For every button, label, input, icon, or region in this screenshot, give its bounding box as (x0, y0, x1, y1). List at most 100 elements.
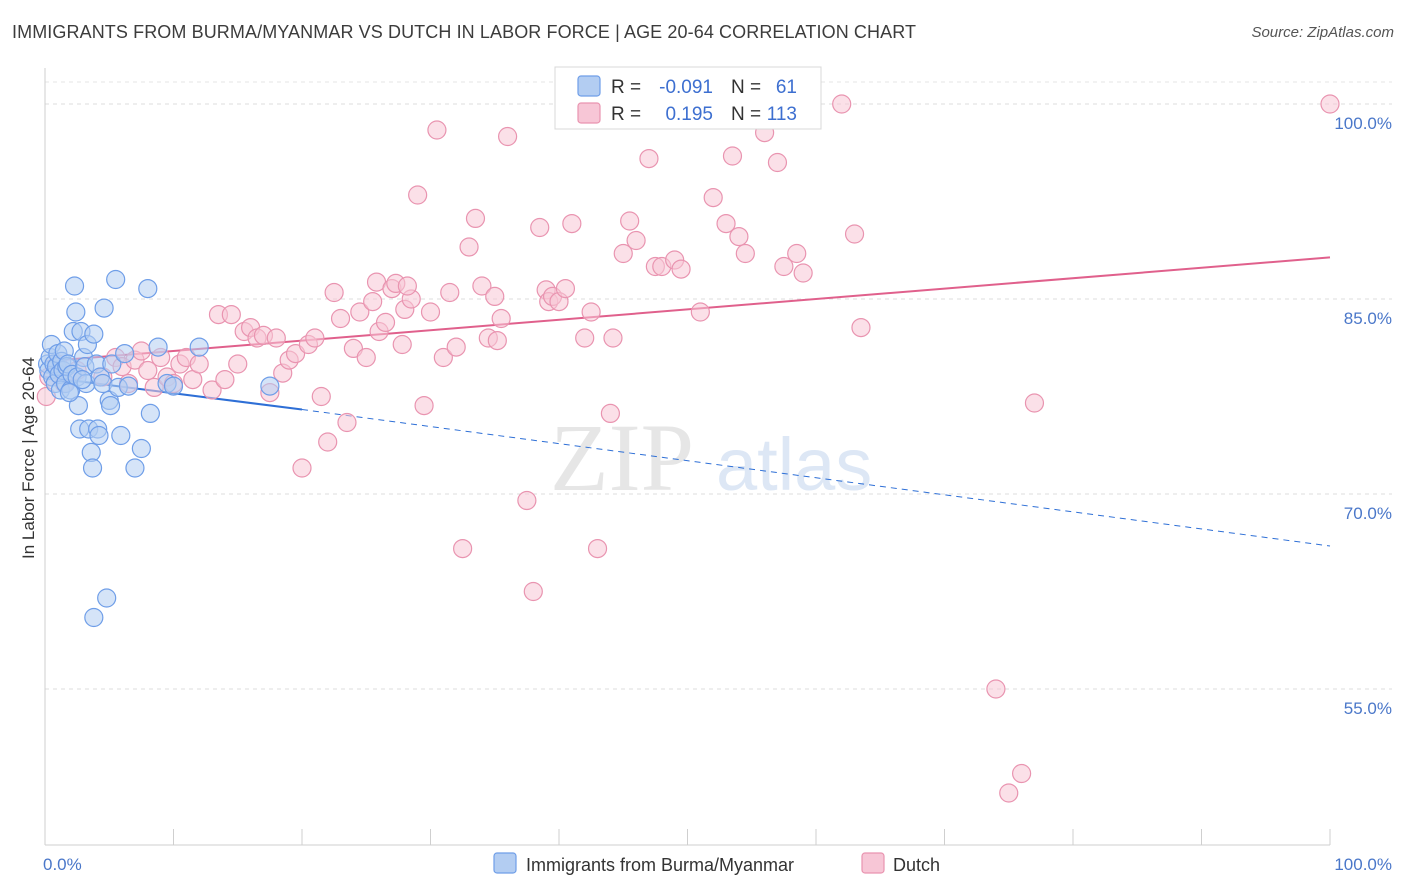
point-dutch (690, 302, 710, 322)
point-dutch (221, 305, 241, 325)
point-dutch (1320, 94, 1340, 114)
point-burma (102, 354, 122, 374)
point-dutch (427, 120, 447, 140)
point-dutch (375, 312, 396, 332)
point-burma (260, 376, 280, 396)
point-dutch (215, 370, 235, 390)
stats-n-value: 61 (776, 77, 797, 98)
stats-r-label: R = (611, 77, 641, 98)
point-burma (189, 337, 209, 357)
point-dutch (729, 227, 749, 247)
point-dutch (603, 328, 623, 348)
point-dutch (626, 230, 646, 251)
x-tick-label: 0.0% (43, 855, 82, 874)
point-burma (84, 324, 104, 344)
y-tick-label: 55.0% (1344, 699, 1392, 718)
bottom-legend: Immigrants from Burma/Myanmar Dutch (493, 852, 940, 875)
point-burma (94, 298, 114, 318)
stats-legend: R = -0.091 N = 61 R = 0.195 N = 113 (554, 66, 822, 130)
stats-n-label: N = (731, 77, 761, 98)
point-dutch (851, 318, 871, 338)
chart-title: IMMIGRANTS FROM BURMA/MYANMAR VS DUTCH I… (12, 22, 917, 42)
point-dutch (420, 302, 441, 322)
point-dutch (491, 308, 511, 329)
bottom-legend-swatch (493, 852, 517, 874)
point-dutch (228, 354, 248, 374)
data-points (36, 94, 1340, 803)
point-dutch (446, 337, 466, 357)
trend-line-burma-extension (301, 409, 1331, 547)
point-dutch (350, 302, 370, 322)
gridlines (45, 81, 1392, 690)
point-burma (68, 396, 89, 416)
y-tick-label: 70.0% (1344, 504, 1392, 523)
point-burma (125, 458, 145, 478)
point-dutch (440, 282, 460, 303)
point-dutch (562, 214, 582, 234)
point-dutch (530, 217, 550, 238)
point-dutch (832, 94, 852, 114)
watermark-atlas: atlas (716, 423, 872, 506)
point-dutch (392, 334, 412, 355)
point-dutch (793, 263, 813, 283)
point-dutch (716, 214, 736, 234)
stats-r-value: 0.195 (665, 104, 713, 125)
y-axis-title: In Labor Force | Age 20-64 (19, 357, 38, 559)
point-burma (148, 337, 168, 357)
point-dutch (517, 490, 537, 511)
point-dutch (337, 412, 357, 433)
point-burma (138, 279, 158, 299)
point-burma (59, 383, 80, 403)
point-dutch (523, 581, 543, 602)
point-burma (163, 376, 184, 396)
point-burma (131, 438, 151, 459)
x-tick-label: 100.0% (1334, 855, 1392, 874)
point-dutch (555, 279, 576, 299)
point-burma (72, 370, 92, 390)
point-dutch (324, 282, 344, 303)
stats-r-value: -0.091 (659, 77, 713, 98)
point-dutch (774, 256, 794, 277)
stats-n-label: N = (731, 104, 761, 125)
point-dutch (356, 347, 376, 368)
point-burma (82, 458, 103, 478)
point-dutch (330, 308, 351, 329)
point-burma (97, 588, 117, 608)
point-dutch (1011, 763, 1032, 784)
point-dutch (433, 347, 453, 368)
point-dutch (459, 237, 479, 257)
point-dutch (189, 354, 209, 374)
bottom-legend-label: Dutch (893, 855, 940, 875)
y-tick-labels: 100.0% 85.0% 70.0% 55.0% (1334, 114, 1392, 718)
point-burma (118, 376, 139, 396)
y-tick-label: 85.0% (1344, 309, 1392, 328)
point-dutch (986, 679, 1006, 699)
point-dutch (639, 149, 659, 169)
point-dutch (703, 188, 723, 208)
point-dutch (318, 432, 338, 452)
y-tick-label: 100.0% (1334, 114, 1392, 133)
point-dutch (397, 276, 417, 296)
point-dutch (498, 126, 518, 147)
point-burma (106, 269, 126, 290)
point-dutch (999, 783, 1019, 803)
point-dutch (620, 211, 640, 231)
point-dutch (292, 458, 312, 478)
stats-r-label: R = (611, 104, 641, 125)
axes (44, 68, 1331, 846)
point-burma (64, 276, 85, 296)
point-dutch (408, 185, 428, 205)
point-dutch (453, 538, 473, 559)
point-dutch (787, 243, 807, 264)
point-dutch (722, 146, 743, 166)
point-dutch (575, 328, 595, 348)
point-dutch (266, 328, 286, 348)
stats-legend-swatch (577, 102, 601, 124)
point-dutch (363, 292, 383, 312)
watermark: ZIP atlas (550, 404, 872, 511)
point-burma (100, 396, 121, 416)
point-dutch (613, 243, 633, 264)
source-credit: Source: ZipAtlas.com (1251, 24, 1394, 41)
point-dutch (311, 386, 331, 407)
